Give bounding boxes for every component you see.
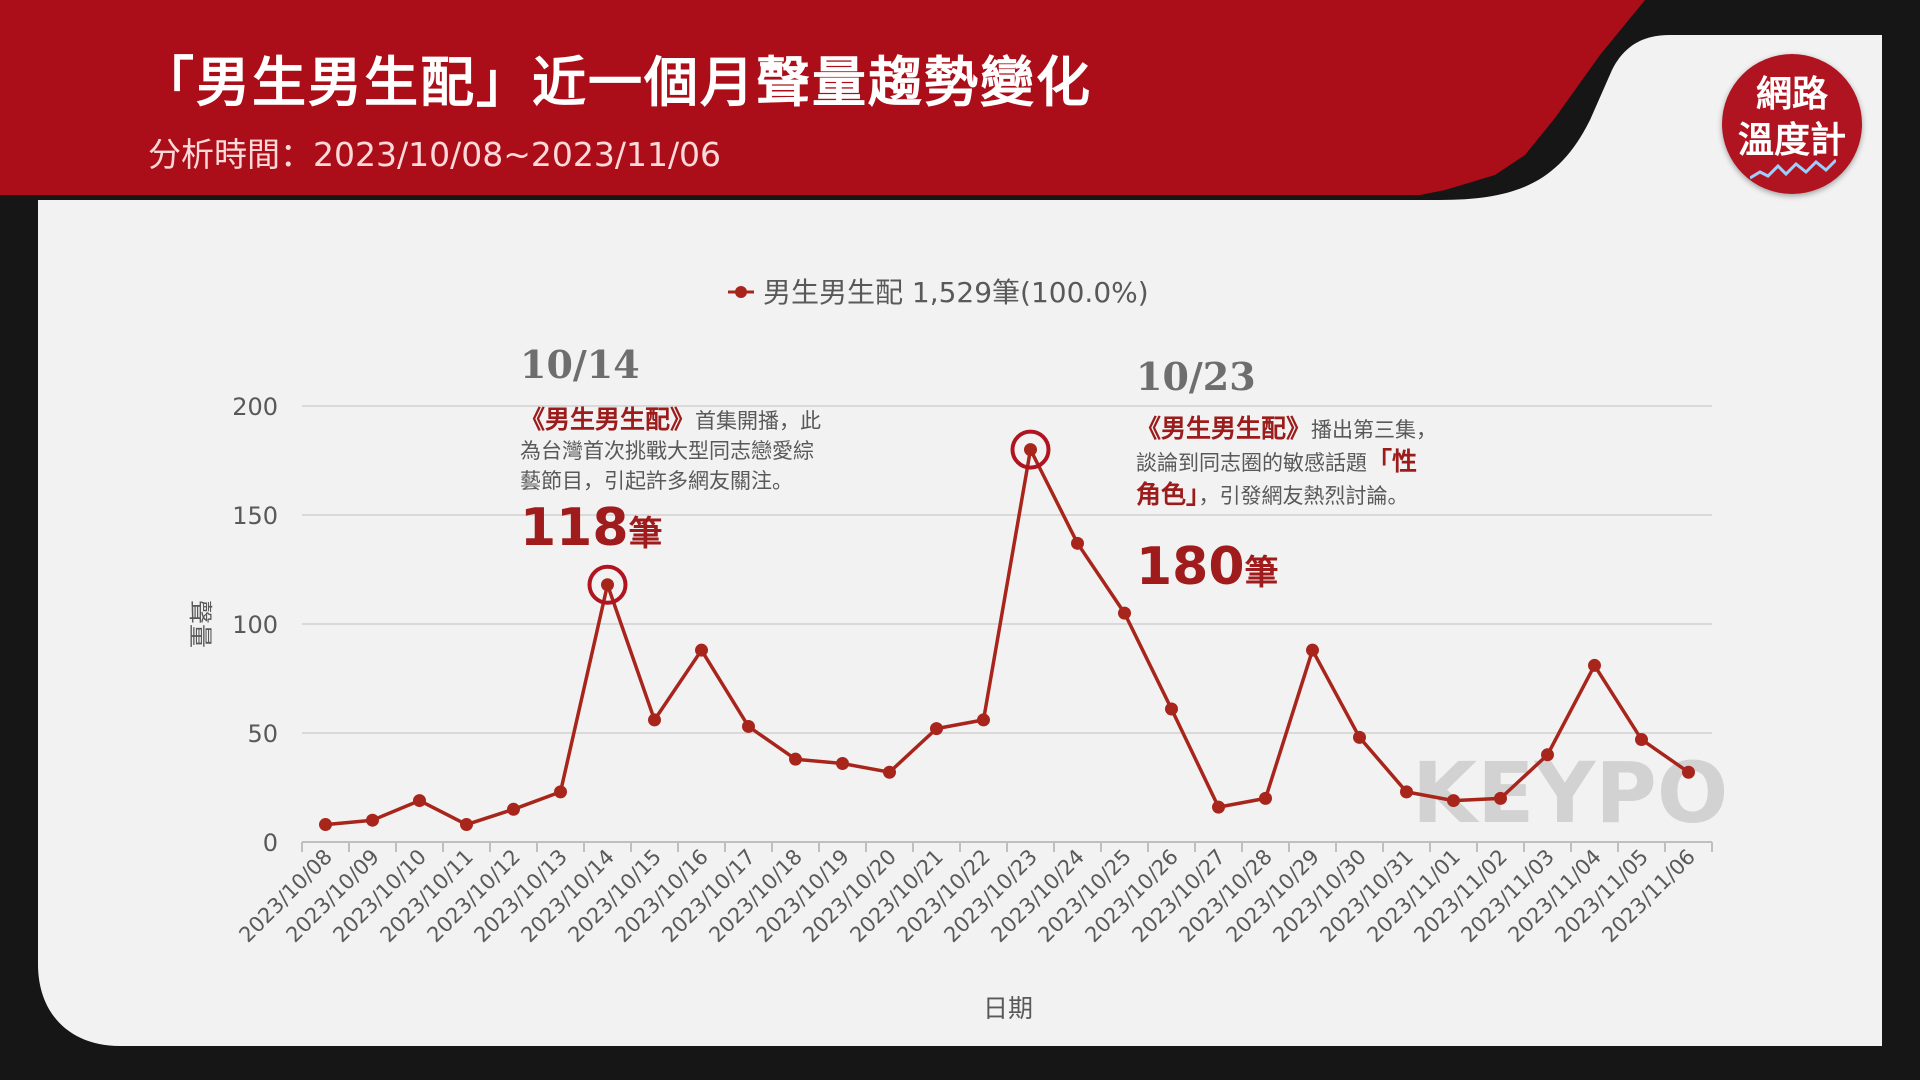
annotation-date: 10/14 <box>520 342 640 387</box>
data-point <box>1353 730 1366 744</box>
annotation-line: 角色」，引發網友熱烈討論。 <box>1136 480 1409 509</box>
series-line <box>325 447 1690 827</box>
annotation-text: 首集開播，此 <box>695 409 821 433</box>
data-point <box>1306 643 1319 657</box>
data-point <box>695 643 708 657</box>
data-point <box>1165 702 1178 716</box>
annotation-line: 《男生男生配》首集開播，此 <box>520 405 821 434</box>
page-title: 「男生男生配」近一個月聲量趨勢變化 <box>140 51 1092 114</box>
y-axis-label: 聲量 <box>186 600 214 648</box>
annotation-highlight-text: 《男生男生配》 <box>520 405 695 434</box>
data-point <box>554 785 567 799</box>
annotation-date: 10/23 <box>1136 354 1256 399</box>
annotation-0: 10/14 《男生男生配》首集開播，此為台灣首次挑戰大型同志戀愛綜藝節目，引起許多… <box>520 342 821 558</box>
peak-highlight-ring <box>587 564 628 605</box>
annotation-text: 談論到同志圈的敏感話題 <box>1136 451 1367 475</box>
header-banner <box>0 0 1645 195</box>
data-point <box>1212 800 1225 814</box>
x-axis-label: 日期 <box>983 994 1033 1023</box>
annotation-text: ，引發網友熱烈討論。 <box>1199 484 1409 508</box>
data-point <box>1400 785 1413 799</box>
annotation-highlight-text: 角色」 <box>1136 480 1199 509</box>
data-point <box>507 802 520 816</box>
annotation-1: 10/23《男生男生配》播出第三集，談論到同志圈的敏感話題「性角色」，引發網友熱… <box>1136 354 1437 597</box>
data-point <box>883 765 896 779</box>
annotation-text: 播出第三集， <box>1311 418 1437 442</box>
data-point <box>1541 748 1554 762</box>
annotation-count: 118筆 <box>520 498 663 558</box>
data-point <box>1447 794 1460 808</box>
annotation-text: 藝節目，引起許多網友關注。 <box>520 469 793 493</box>
data-point <box>977 713 990 727</box>
data-point <box>1024 443 1037 457</box>
watermark: KEYPO <box>1412 744 1728 842</box>
data-point <box>460 818 473 832</box>
annotation-line: 《男生男生配》播出第三集， <box>1136 414 1437 443</box>
annotation-line: 藝節目，引起許多網友關注。 <box>520 469 793 493</box>
data-point <box>1118 606 1131 620</box>
y-tick-label: 0 <box>263 829 278 857</box>
y-tick-label: 100 <box>232 611 278 639</box>
data-point <box>413 794 426 808</box>
annotation-highlight-text: 《男生男生配》 <box>1136 414 1311 443</box>
annotation-count-unit: 筆 <box>629 514 663 554</box>
annotation-text: 為台灣首次挑戰大型同志戀愛綜 <box>520 439 814 463</box>
logo-line1: 網路 <box>1755 74 1828 115</box>
data-point <box>1259 791 1272 805</box>
data-point <box>1494 791 1507 805</box>
brand-logo: 網路 溫度計 <box>1722 54 1862 194</box>
y-tick-label: 200 <box>232 393 278 421</box>
data-point <box>366 813 379 827</box>
data-point <box>1588 658 1601 672</box>
analysis-period: 分析時間：2023/10/08~2023/11/06 <box>148 135 722 174</box>
y-tick-label: 50 <box>247 720 278 748</box>
annotation-line: 談論到同志圈的敏感話題「性 <box>1136 447 1417 476</box>
chart-legend: 男生男生配 1,529筆(100.0%) <box>728 276 1149 309</box>
annotation-highlight-text: 「性 <box>1367 447 1417 476</box>
data-point <box>789 752 802 766</box>
annotation-line: 為台灣首次挑戰大型同志戀愛綜 <box>520 439 814 463</box>
legend-marker-swatch <box>735 286 747 298</box>
legend-label: 男生男生配 1,529筆(100.0%) <box>763 276 1149 309</box>
annotation-count-number: 118 <box>520 498 629 558</box>
data-point <box>319 818 332 832</box>
peak-highlight-ring <box>1010 429 1051 470</box>
data-point <box>930 722 943 736</box>
logo-line2: 溫度計 <box>1737 120 1846 161</box>
annotation-count: 180筆 <box>1136 537 1279 597</box>
data-point <box>648 713 661 727</box>
y-tick-label: 150 <box>232 502 278 530</box>
data-point <box>836 757 849 771</box>
data-point <box>1682 765 1695 779</box>
data-point <box>742 719 755 733</box>
data-point <box>1635 733 1648 747</box>
data-point <box>1071 536 1084 550</box>
annotation-count-unit: 筆 <box>1245 553 1279 593</box>
annotation-count-number: 180 <box>1136 537 1245 597</box>
data-point <box>601 578 614 592</box>
logo-wave-icon <box>1750 158 1836 180</box>
